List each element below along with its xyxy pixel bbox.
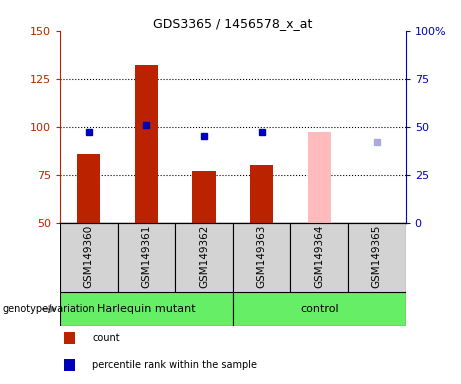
Bar — [348, 223, 406, 292]
Bar — [233, 223, 290, 292]
Text: percentile rank within the sample: percentile rank within the sample — [92, 360, 257, 370]
Bar — [175, 223, 233, 292]
Text: genotype/variation: genotype/variation — [2, 304, 95, 314]
Text: control: control — [300, 304, 338, 314]
Text: GSM149364: GSM149364 — [314, 225, 324, 288]
Text: GSM149361: GSM149361 — [142, 225, 151, 288]
Text: GSM149363: GSM149363 — [257, 225, 266, 288]
Bar — [135, 65, 158, 223]
Bar — [250, 165, 273, 223]
Bar — [60, 292, 233, 326]
Bar — [193, 171, 216, 223]
Text: GSM149365: GSM149365 — [372, 225, 382, 288]
Bar — [233, 292, 406, 326]
Bar — [118, 223, 175, 292]
Title: GDS3365 / 1456578_x_at: GDS3365 / 1456578_x_at — [153, 17, 313, 30]
Bar — [308, 132, 331, 223]
Text: GSM149360: GSM149360 — [84, 225, 94, 288]
Bar — [77, 154, 100, 223]
Text: Harlequin mutant: Harlequin mutant — [97, 304, 195, 314]
Bar — [60, 223, 118, 292]
Text: GSM149362: GSM149362 — [199, 225, 209, 288]
Bar — [290, 223, 348, 292]
Text: count: count — [92, 333, 120, 343]
